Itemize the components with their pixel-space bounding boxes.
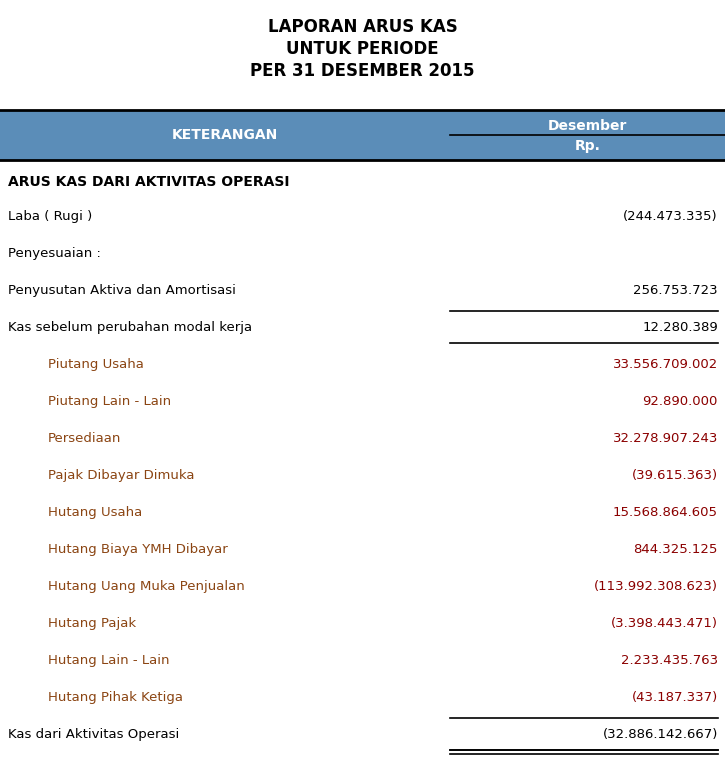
Text: Piutang Lain - Lain: Piutang Lain - Lain bbox=[48, 395, 171, 408]
Text: Kas sebelum perubahan modal kerja: Kas sebelum perubahan modal kerja bbox=[8, 321, 252, 334]
Text: Hutang Lain - Lain: Hutang Lain - Lain bbox=[48, 654, 170, 667]
Text: Hutang Usaha: Hutang Usaha bbox=[48, 506, 142, 519]
Text: Persediaan: Persediaan bbox=[48, 432, 121, 445]
Text: Kas dari Aktivitas Operasi: Kas dari Aktivitas Operasi bbox=[8, 728, 179, 741]
Text: (244.473.335): (244.473.335) bbox=[624, 210, 718, 223]
Text: Hutang Pihak Ketiga: Hutang Pihak Ketiga bbox=[48, 691, 183, 704]
Text: PER 31 DESEMBER 2015: PER 31 DESEMBER 2015 bbox=[250, 62, 475, 80]
Text: LAPORAN ARUS KAS: LAPORAN ARUS KAS bbox=[268, 18, 457, 36]
Text: Desember: Desember bbox=[548, 119, 627, 133]
Text: 33.556.709.002: 33.556.709.002 bbox=[613, 358, 718, 371]
Text: ARUS KAS DARI AKTIVITAS OPERASI: ARUS KAS DARI AKTIVITAS OPERASI bbox=[8, 175, 289, 189]
Text: 12.280.389: 12.280.389 bbox=[642, 321, 718, 334]
Text: Pajak Dibayar Dimuka: Pajak Dibayar Dimuka bbox=[48, 469, 194, 482]
Text: 256.753.723: 256.753.723 bbox=[634, 284, 718, 297]
Text: (3.398.443.471): (3.398.443.471) bbox=[611, 617, 718, 630]
Text: 844.325.125: 844.325.125 bbox=[634, 543, 718, 556]
Text: Hutang Uang Muka Penjualan: Hutang Uang Muka Penjualan bbox=[48, 580, 245, 593]
Text: UNTUK PERIODE: UNTUK PERIODE bbox=[286, 40, 439, 58]
Text: 15.568.864.605: 15.568.864.605 bbox=[613, 506, 718, 519]
Text: Piutang Usaha: Piutang Usaha bbox=[48, 358, 144, 371]
Text: Hutang Pajak: Hutang Pajak bbox=[48, 617, 136, 630]
Text: Hutang Biaya YMH Dibayar: Hutang Biaya YMH Dibayar bbox=[48, 543, 228, 556]
Text: (113.992.308.623): (113.992.308.623) bbox=[594, 580, 718, 593]
Text: 32.278.907.243: 32.278.907.243 bbox=[613, 432, 718, 445]
Text: (32.886.142.667): (32.886.142.667) bbox=[602, 728, 718, 741]
Text: (43.187.337): (43.187.337) bbox=[631, 691, 718, 704]
Bar bbox=[0, 110, 725, 160]
Text: Rp.: Rp. bbox=[574, 139, 600, 153]
Text: Penyesuaian :: Penyesuaian : bbox=[8, 247, 101, 260]
Text: 2.233.435.763: 2.233.435.763 bbox=[621, 654, 718, 667]
Text: Penyusutan Aktiva dan Amortisasi: Penyusutan Aktiva dan Amortisasi bbox=[8, 284, 236, 297]
Text: (39.615.363): (39.615.363) bbox=[632, 469, 718, 482]
Text: KETERANGAN: KETERANGAN bbox=[172, 128, 278, 142]
Text: Laba ( Rugi ): Laba ( Rugi ) bbox=[8, 210, 92, 223]
Text: 92.890.000: 92.890.000 bbox=[642, 395, 718, 408]
